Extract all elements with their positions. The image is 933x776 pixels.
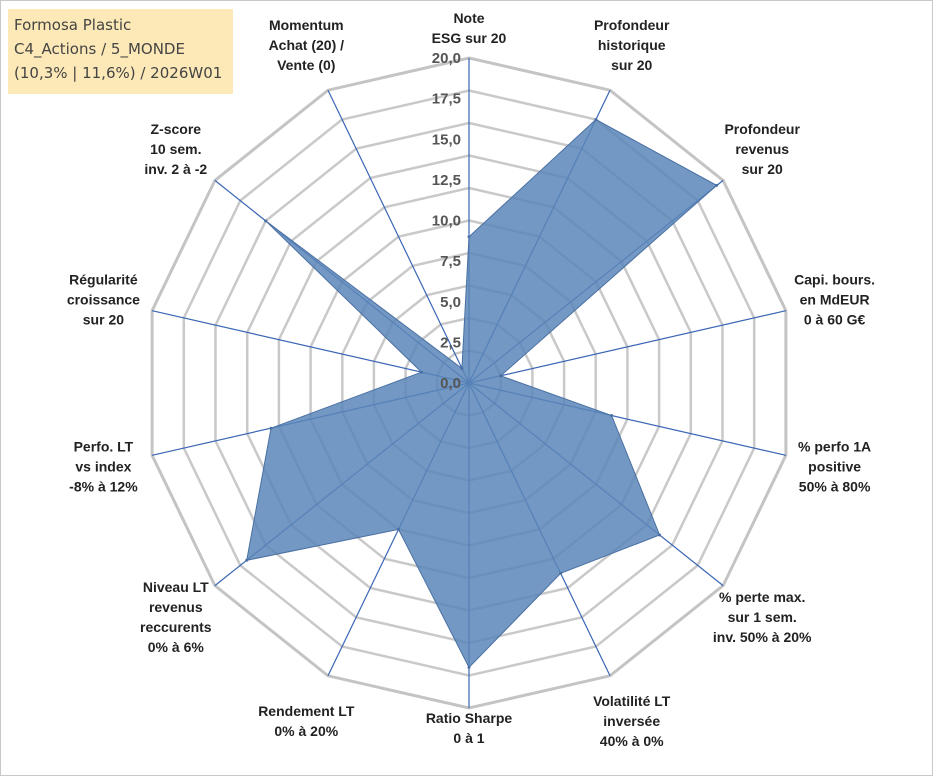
- radar-axis-labels: Note ESG sur 20 Profondeur historique sur 20…: [67, 10, 875, 749]
- tick-label-5: 12,5: [432, 172, 461, 189]
- data-point-12: [264, 219, 268, 223]
- axis-label-11: Régularité croissance sur 20: [67, 272, 140, 328]
- tick-label-4: 10,0: [432, 213, 461, 230]
- data-point-5: [658, 533, 662, 537]
- spoke-3: [468, 310, 787, 384]
- info-box: Formosa Plastic C4_Actions / 5_MONDE (10…: [8, 9, 233, 94]
- data-point-10: [269, 426, 273, 430]
- tick-label-3: 7,5: [440, 253, 461, 270]
- performance-stats: (10,3% | 11,6%) / 2026W01: [14, 64, 223, 82]
- radar-series: [245, 118, 719, 669]
- tick-label-6: 15,0: [432, 131, 461, 148]
- company-name: Formosa Plastic: [14, 16, 132, 34]
- data-point-7: [467, 665, 471, 669]
- data-point-11: [420, 370, 423, 374]
- axis-label-4: % perfo 1A positive 50% à 80%: [798, 438, 871, 494]
- spoke-11: [151, 310, 470, 384]
- data-point-13: [460, 366, 464, 370]
- data-point-1: [594, 118, 598, 121]
- axis-label-9: Niveau LT revenus reccurents 0% à 6%: [140, 579, 212, 655]
- axis-label-2: Profondeur revenus sur 20: [724, 121, 800, 177]
- data-point-6: [559, 571, 563, 575]
- tick-label-8: 20,0: [432, 50, 461, 67]
- axis-label-12: Z-score 10 sem. inv. 2 à -2: [144, 121, 207, 177]
- axis-label-13: Momentum Achat (20) / Vente (0): [269, 17, 345, 73]
- tick-label-1: 2,5: [440, 334, 461, 351]
- radar-tick-labels: 0,0 2,5 5,0 7,5 10,0 12,5 15,0 17,5 20,0: [432, 50, 461, 392]
- portfolio-path: C4_Actions / 5_MONDE: [14, 40, 185, 58]
- axis-label-0: Note ESG sur 20: [432, 10, 507, 46]
- data-point-3: [499, 374, 503, 378]
- axis-label-1: Profondeur historique sur 20: [594, 17, 670, 73]
- axis-label-10: Perfo. LT vs index -8% à 12%: [69, 438, 138, 494]
- axis-label-3: Capi. bours. en MdEUR 0 à 60 G€: [794, 272, 875, 328]
- data-point-4: [610, 414, 614, 417]
- axis-label-5: % perte max. sur 1 sem. inv. 50% à 20%: [713, 589, 812, 645]
- data-point-0: [467, 235, 471, 239]
- axis-label-8: Rendement LT 0% à 20%: [258, 703, 355, 739]
- tick-label-7: 17,5: [432, 91, 461, 108]
- axis-label-6: Volatilité LT inversée 40% à 0%: [593, 693, 671, 749]
- data-point-2: [715, 183, 719, 187]
- tick-label-0: 0,0: [440, 375, 461, 392]
- spoke-13: [327, 89, 470, 384]
- tick-label-2: 5,0: [440, 294, 461, 311]
- data-point-9: [245, 558, 249, 562]
- data-point-8: [397, 527, 400, 531]
- axis-label-7: Ratio Sharpe 0 à 1: [426, 710, 513, 746]
